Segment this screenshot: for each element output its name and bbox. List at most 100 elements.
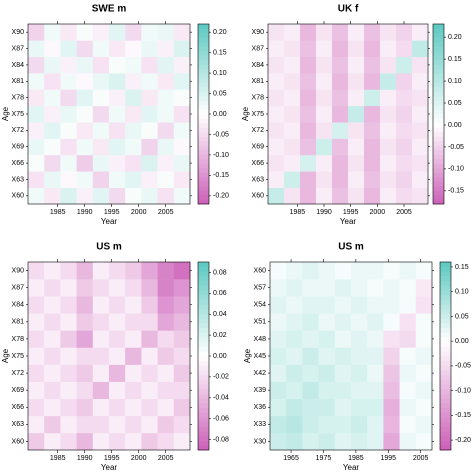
heatmap-cell — [125, 262, 142, 280]
y-tick-label: X69 — [12, 387, 25, 394]
colorbar-step — [433, 181, 444, 187]
colorbar-tick-label: -0.05 — [213, 131, 229, 138]
heatmap-cell — [60, 138, 77, 156]
heatmap-cell — [383, 381, 400, 400]
heatmap-cell — [316, 40, 333, 58]
colorbar-step — [198, 435, 209, 441]
heatmap-cell — [60, 398, 77, 417]
y-tick-label: X81 — [252, 78, 265, 85]
heatmap-cell — [125, 415, 142, 434]
heatmap-cell — [125, 171, 142, 188]
heatmap-cell — [399, 279, 417, 297]
heatmap-cell — [412, 154, 429, 172]
y-tick-label: X45 — [254, 353, 267, 360]
heatmap-cell — [318, 330, 336, 348]
heatmap-cell — [109, 262, 126, 280]
heatmap-cell — [173, 171, 191, 188]
heatmap-cell — [412, 89, 429, 107]
heatmap-cell — [141, 171, 158, 188]
heatmap-cell — [300, 24, 317, 41]
y-tick-label: X54 — [254, 302, 267, 309]
colorbar-step — [440, 360, 451, 366]
x-tick-label: 1975 — [316, 455, 332, 462]
colorbar-frame — [439, 261, 452, 451]
heatmap-cell — [348, 154, 365, 172]
colorbar-step — [440, 421, 451, 427]
colorbar-tick-label: 0.20 — [448, 34, 462, 41]
heatmap-cell — [92, 398, 110, 417]
colorbar-step — [440, 323, 451, 329]
heatmap-cell — [300, 138, 317, 156]
heatmap-cell — [302, 347, 319, 365]
heatmap-cell — [157, 73, 175, 90]
colorbar-step — [198, 426, 209, 432]
heatmap-cell — [268, 73, 285, 90]
colorbar-step — [198, 24, 209, 29]
heatmap-cell — [351, 381, 368, 400]
heatmap-cell — [141, 122, 158, 139]
heatmap-cell — [367, 432, 384, 451]
heatmap-cell — [44, 432, 61, 451]
colorbar-step — [433, 105, 444, 110]
y-tick-label: X78 — [12, 336, 25, 343]
y-axis-label: Age — [241, 106, 250, 121]
heatmap-cell — [316, 154, 333, 172]
colorbar-step — [198, 318, 209, 324]
heatmap-cell — [92, 313, 110, 331]
y-tick-label: X42 — [254, 370, 267, 377]
colorbar-step — [440, 290, 451, 296]
heatmap-cell — [173, 347, 191, 365]
heatmap-cell — [28, 347, 45, 365]
heatmap-cell — [92, 415, 110, 434]
x-tick-label: 2005 — [158, 209, 174, 216]
heatmap-cell — [348, 171, 365, 188]
colorbar-step — [198, 388, 209, 394]
colorbar-step — [198, 351, 209, 357]
heatmap-cell — [318, 313, 336, 331]
heatmap-cell — [125, 154, 142, 172]
heatmap-cell — [302, 381, 319, 400]
colorbar-step — [440, 403, 451, 408]
heatmap-cell — [44, 122, 61, 139]
heatmap-cell — [173, 330, 191, 348]
heatmap-cell — [268, 154, 285, 172]
colorbar-step — [433, 118, 444, 124]
colorbar-step — [433, 127, 444, 133]
heatmap-cell — [173, 381, 191, 400]
colorbar-step — [433, 145, 444, 151]
colorbar-step — [198, 370, 209, 376]
heatmap-cell — [44, 40, 61, 58]
heatmap-cell — [302, 432, 319, 451]
heatmap-cell — [141, 187, 158, 205]
heatmap-cell — [173, 364, 191, 382]
heatmap-cell — [367, 364, 384, 382]
colorbar-step — [433, 37, 444, 43]
colorbar-step — [198, 276, 209, 282]
y-tick-label: X75 — [252, 111, 265, 118]
heatmap-cell — [415, 296, 433, 314]
heatmap-cell — [125, 73, 142, 90]
colorbar-tick-label: -0.15 — [455, 412, 471, 419]
y-tick-label: X75 — [12, 111, 25, 118]
heatmap-cell — [380, 105, 397, 123]
colorbar-step — [433, 190, 444, 196]
heatmap-cell — [76, 73, 94, 90]
heatmap-cell — [60, 364, 77, 382]
heatmap-cell — [109, 105, 126, 123]
colorbar-step — [198, 105, 209, 110]
y-tick-label: X57 — [254, 284, 267, 291]
heatmap-cell — [60, 73, 77, 90]
colorbar-tick-label: -0.15 — [213, 172, 229, 179]
colorbar-step — [433, 73, 444, 79]
heatmap-cell — [28, 279, 45, 297]
heatmap-cell — [351, 398, 368, 417]
y-tick-label: X84 — [12, 302, 25, 309]
heatmap-cell — [316, 56, 333, 74]
heatmap-cell — [399, 432, 417, 451]
colorbar-step — [198, 374, 209, 380]
heatmap-cell — [284, 154, 301, 172]
y-tick-label: X84 — [252, 62, 265, 69]
heatmap-cell — [125, 364, 142, 382]
colorbar-tick-label: -0.15 — [448, 188, 464, 195]
colorbar-step — [198, 398, 209, 404]
